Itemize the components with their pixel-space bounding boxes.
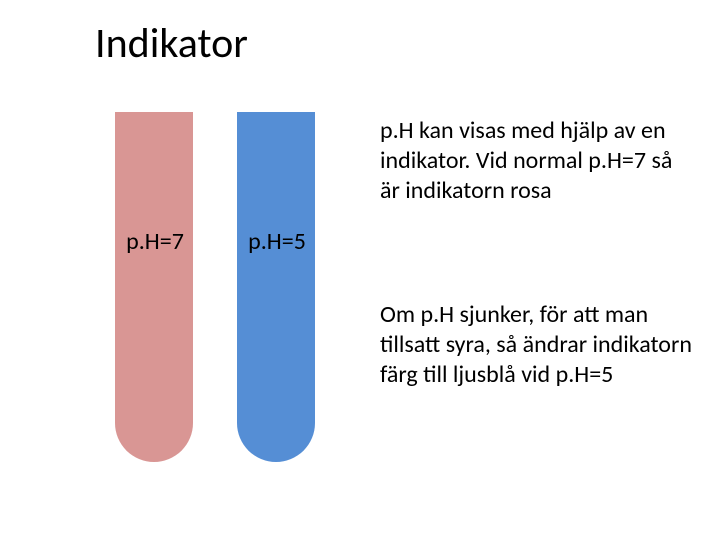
para-2: Om p.H sjunker, för att man tillsatt syr…: [380, 300, 700, 390]
tube-ph7: [115, 112, 193, 462]
para-1: p.H kan visas med hjälp av en indikator.…: [380, 116, 690, 206]
tube-ph7-label: p.H=7: [100, 227, 210, 256]
slide-title: Indikator: [95, 18, 248, 69]
tube-ph5-label: p.H=5: [222, 227, 332, 256]
slide: Indikator p.H=7 p.H=5 p.H kan visas med hjä…: [0, 0, 720, 540]
tube-ph5: [237, 112, 315, 462]
